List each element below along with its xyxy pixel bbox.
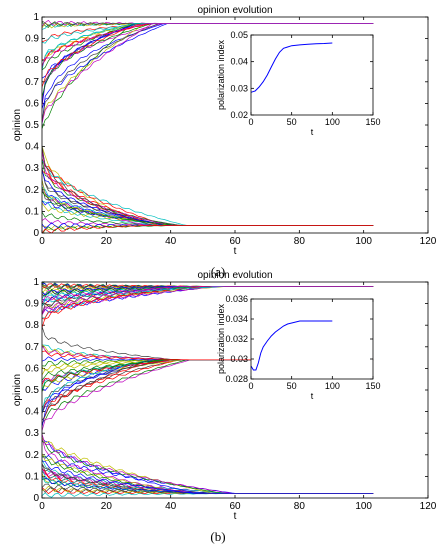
y-tick-label: 0.02: [230, 110, 248, 120]
x-tick-label: 100: [325, 117, 340, 127]
x-tick-label: 0: [39, 501, 45, 512]
inset-plot-area: [251, 35, 373, 115]
chart-panel-a: 0 20 40 60 80 100 120 0 0.1 0.2 0.3 0.4 0.5 0.6 0.7 0.8…: [12, 5, 436, 257]
y-tick-label: 0.9: [25, 299, 39, 310]
x-tick-label: 0: [248, 117, 253, 127]
x-tick-label: 60: [229, 501, 241, 512]
y-tick-label: 0.3: [25, 163, 39, 174]
x-axis-label: t: [234, 511, 237, 522]
y-tick-label: 0.3: [25, 428, 39, 439]
y-tick-label: 0.6: [25, 363, 39, 374]
y-tick-label: 1: [33, 12, 39, 23]
y-tick-label: 0.4: [25, 407, 39, 418]
inset-chart: 0 50 100 150 0.028 0.03 0.032 0.034 0.036 t polari…: [216, 294, 381, 401]
x-tick-label: 150: [365, 117, 380, 127]
y-tick-label: 1: [33, 277, 39, 288]
x-tick-label: 40: [165, 236, 177, 247]
caption-b: (b): [210, 529, 226, 544]
y-tick-label: 0.032: [225, 334, 248, 344]
inset-chart: 0 50 100 150 0.02 0.03 0.04 0.05 t polarization i…: [216, 30, 381, 137]
y-tick-label: 0.03: [230, 83, 248, 93]
x-tick-label: 100: [355, 501, 372, 512]
x-tick-label: 100: [325, 381, 340, 391]
y-tick-label: 0.028: [225, 374, 248, 384]
caption-a: (a): [210, 264, 226, 279]
plot-frame: [41, 16, 429, 234]
inset-x-axis-label: t: [311, 127, 314, 137]
x-tick-label: 120: [420, 236, 436, 247]
x-tick-label: 20: [101, 501, 113, 512]
y-tick-label: 0.2: [25, 185, 39, 196]
y-tick-label: 0.036: [225, 294, 248, 304]
plot-frame: [41, 281, 429, 499]
x-tick-label: 80: [294, 236, 306, 247]
y-tick-label: 0.8: [25, 320, 39, 331]
x-tick-label: 150: [365, 381, 380, 391]
chart-panel-b: 0 20 40 60 80 100 120 0 0.1 0.2 0.3 0.4 0.5 0.6 0.7 0.8…: [12, 270, 436, 522]
inset-series-line: [250, 42, 333, 93]
x-tick-label: 40: [165, 501, 177, 512]
y-tick-label: 0.7: [25, 342, 39, 353]
trajectories: [42, 19, 374, 233]
inset-y-axis-label: polarization index: [216, 303, 226, 374]
inset-frame: [250, 298, 374, 380]
y-axis-label: opinion: [12, 109, 23, 141]
y-tick-label: 0: [33, 493, 39, 504]
opinion-trajectory: [42, 23, 374, 68]
y-tick-label: 0.7: [25, 77, 39, 88]
opinion-trajectory: [42, 460, 374, 495]
y-tick-label: 0.05: [230, 30, 248, 40]
x-tick-label: 0: [248, 381, 253, 391]
inset-plot-area: [251, 299, 373, 379]
y-tick-label: 0.1: [25, 471, 39, 482]
y-tick-label: 0.8: [25, 55, 39, 66]
y-tick-label: 0.5: [25, 120, 39, 131]
inset-y-axis-label: polarization index: [216, 39, 226, 110]
opinion-trajectory: [42, 225, 374, 233]
opinion-trajectory: [42, 285, 374, 314]
x-tick-label: 100: [355, 236, 372, 247]
y-tick-label: 0.5: [25, 385, 39, 396]
x-tick-label: 120: [420, 501, 436, 512]
x-tick-label: 0: [39, 236, 45, 247]
y-tick-label: 0.03: [230, 354, 248, 364]
y-tick-label: 0.04: [230, 57, 248, 67]
y-tick-label: 0.4: [25, 142, 39, 153]
y-tick-label: 0.034: [225, 314, 248, 324]
x-tick-label: 60: [229, 236, 241, 247]
x-tick-label: 50: [287, 381, 297, 391]
inset-series-line: [250, 320, 333, 371]
x-axis-label: t: [234, 246, 237, 257]
inset-frame: [250, 34, 374, 116]
y-tick-label: 0.6: [25, 98, 39, 109]
inset-x-axis-label: t: [311, 391, 314, 401]
x-tick-label: 50: [287, 117, 297, 127]
y-tick-label: 0.9: [25, 34, 39, 45]
chart-title: opinion evolution: [197, 5, 272, 16]
chart-title: opinion evolution: [197, 270, 272, 281]
x-tick-label: 80: [294, 501, 306, 512]
y-axis-label: opinion: [12, 374, 23, 406]
y-tick-label: 0.2: [25, 450, 39, 461]
y-tick-label: 0.1: [25, 206, 39, 217]
y-tick-label: 0: [33, 228, 39, 239]
x-tick-label: 20: [101, 236, 113, 247]
